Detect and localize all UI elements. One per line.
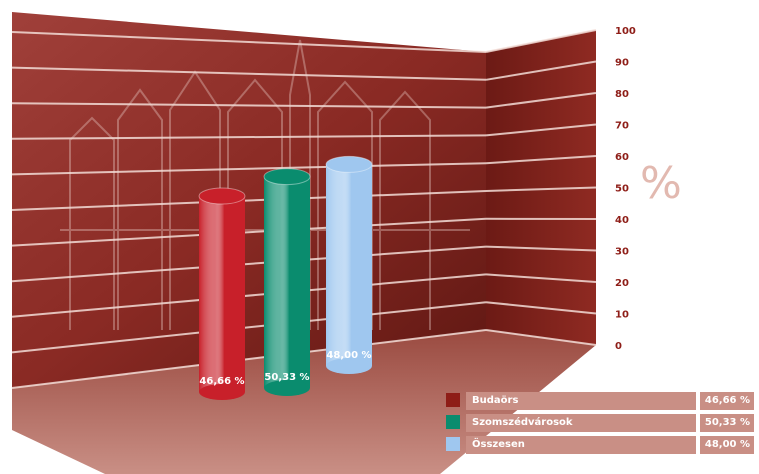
grid-line-back (11, 217, 487, 247)
bar-top (198, 187, 246, 205)
y-tick-label: 0 (615, 341, 622, 352)
grid-line-back (11, 329, 487, 389)
legend-label: Budaörs (466, 392, 696, 410)
legend-swatch (446, 415, 460, 429)
bar-base (199, 384, 245, 400)
bar-base (326, 358, 372, 374)
y-tick-label: 40 (615, 215, 629, 226)
legend-item-osszesen: Összesen 48,00 % (446, 436, 754, 454)
y-tick-label: 10 (615, 310, 629, 321)
grid-line-back (11, 134, 487, 140)
bar-1 (198, 187, 246, 400)
grid-line-side (485, 301, 597, 315)
bar-2 (263, 168, 311, 396)
y-tick-label: 100 (615, 26, 636, 37)
legend-label: Szomszédvárosok (466, 414, 696, 432)
bar-base (264, 380, 310, 396)
bar-shading (199, 196, 245, 392)
grid-line-side (485, 245, 597, 252)
legend-value: 50,33 % (700, 414, 754, 432)
grid-line-side (485, 329, 597, 346)
legend-swatch (446, 437, 460, 451)
y-tick-label: 80 (615, 89, 629, 100)
legend: Budaörs 46,66 % Szomszédvárosok 50,33 % … (446, 392, 754, 458)
y-tick-label: 90 (615, 58, 629, 69)
y-tick-label: 70 (615, 121, 629, 132)
bar-top (263, 168, 311, 186)
grid-lines (11, 29, 597, 389)
grid-line-side (485, 273, 597, 283)
bar-value-label: 48,00 % (326, 350, 371, 361)
grid-line-back (11, 190, 487, 211)
legend-item-szomszedvarosok: Szomszédvárosok 50,33 % (446, 414, 754, 432)
bar-value-labels: 46,66 % 50,33 % 48,00 % (199, 350, 371, 387)
grid-line-back (11, 31, 487, 53)
grid-line-back (11, 301, 487, 354)
legend-label: Összesen (466, 436, 696, 454)
grid-line-back (11, 102, 487, 109)
legend-value: 48,00 % (700, 436, 754, 454)
grid-line-back (11, 245, 487, 283)
y-tick-label: 60 (615, 152, 629, 163)
bar-top (325, 155, 373, 173)
grid-line-side (485, 123, 597, 137)
grid-line-side (485, 60, 597, 81)
y-axis-ticks: 0 10 20 30 40 50 60 70 80 90 100 (615, 26, 636, 352)
legend-swatch (446, 393, 460, 407)
grid-line-side (485, 186, 597, 192)
grid-line-back (11, 273, 487, 318)
bar-value-label: 50,33 % (264, 372, 309, 383)
bar-3 (325, 155, 373, 374)
y-tick-label: 30 (615, 247, 629, 258)
grid-line-side (485, 29, 597, 53)
side-wall (486, 30, 596, 345)
y-axis-label: % (640, 158, 682, 209)
bar-shading (264, 176, 310, 388)
grid-line-side (485, 92, 597, 109)
grid-line-back (11, 162, 487, 176)
bars (198, 155, 373, 400)
y-tick-label: 50 (615, 184, 629, 195)
grid-line-side (485, 155, 597, 165)
legend-value: 46,66 % (700, 392, 754, 410)
y-tick-label: 20 (615, 278, 629, 289)
legend-item-budaors: Budaörs 46,66 % (446, 392, 754, 410)
grid-line-back (11, 66, 487, 81)
bar-shading (326, 164, 372, 366)
bar-value-label: 46,66 % (199, 376, 244, 387)
